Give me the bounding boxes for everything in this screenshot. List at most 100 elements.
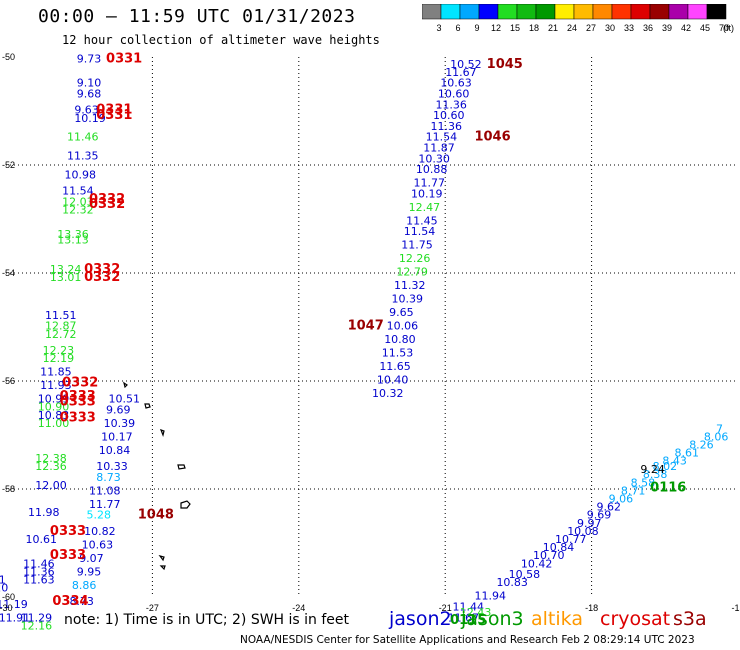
- wave-height-value: 8.73: [69, 595, 94, 608]
- pass-time-label: 0333: [50, 548, 86, 563]
- wave-height-value: 12.23: [43, 344, 75, 357]
- wave-height-value: 12.43: [460, 606, 492, 619]
- island-outline: [123, 381, 191, 571]
- pass-time-label: 0332: [84, 270, 120, 285]
- wave-height-value: 11.36: [23, 565, 55, 578]
- scale-label: 33: [624, 23, 634, 33]
- wave-height-value: 13.13: [57, 233, 89, 246]
- wave-height-value: 11.32: [394, 279, 426, 292]
- wave-height-value: 11.54: [62, 185, 93, 198]
- wave-height-value: 9.24: [640, 463, 665, 476]
- wave-height-value: 8.58: [631, 476, 656, 489]
- wave-height-value: 9.97: [577, 517, 602, 530]
- wave-height-value: 10.90: [38, 401, 70, 414]
- wave-height-labels: 9.739.109.689.6310.1911.4611.3510.9811.5…: [0, 51, 728, 632]
- scale-swatch: [706, 4, 727, 20]
- scale-label: 3: [436, 23, 441, 33]
- pass-time-label: 0333: [60, 389, 96, 404]
- wave-height-value: 10.32: [372, 387, 404, 400]
- pass-time-label: 1048: [138, 508, 174, 523]
- wave-height-value: 10.08: [567, 525, 599, 538]
- pass-time-label: 0331: [106, 51, 142, 66]
- y-tick-label: -52: [2, 160, 15, 170]
- x-tick-label: -18: [585, 603, 598, 613]
- pass-time-label: 0332: [89, 197, 125, 212]
- scale-label: 6: [455, 23, 460, 33]
- wave-height-value: 9.65: [389, 306, 414, 319]
- wave-height-value: 10.82: [84, 525, 116, 538]
- legend-cryosat: cryosat: [600, 608, 671, 630]
- wave-height-value: 10.39: [392, 293, 424, 306]
- wave-height-value: 10.99: [38, 393, 70, 406]
- wave-height-value: 10.63: [440, 77, 472, 90]
- y-tick-label: -58: [2, 484, 15, 494]
- map-axes: -30 -27 -24 -21 -18 -15 -50 -52 -54 -56 -58 -60: [0, 52, 740, 613]
- wave-height-value: 12.03: [62, 196, 93, 209]
- wave-height-value: 11.44: [453, 601, 485, 614]
- x-tick-label: -15: [731, 603, 740, 613]
- wave-height-value: 11.63: [23, 574, 55, 587]
- pass-time-label: 0332: [89, 192, 125, 207]
- x-tick-label: -27: [146, 603, 159, 613]
- wave-height-value: 12.47: [409, 201, 441, 214]
- wave-height-value: 10.83: [38, 409, 70, 422]
- scale-label: 12: [491, 23, 501, 33]
- wave-height-value: 10.70: [533, 549, 565, 562]
- wave-height-value: 11.19: [0, 598, 28, 611]
- scale-label: 30: [605, 23, 615, 33]
- pass-time-label: 0331: [96, 103, 132, 118]
- wave-height-value: 9.62: [596, 501, 621, 514]
- wave-height-value: 8.61: [675, 447, 700, 460]
- wave-height-value: 11.75: [401, 239, 433, 252]
- page-title: 00:00 – 11:59 UTC 01/31/2023: [38, 6, 356, 27]
- wave-height-value: 9.63: [74, 104, 99, 117]
- wave-height-value: 8.43: [662, 455, 687, 468]
- wave-height-value: 7: [716, 422, 723, 435]
- wave-height-value: 11.65: [379, 360, 411, 373]
- wave-height-value: 10.63: [82, 538, 114, 551]
- scale-label: 18: [529, 23, 539, 33]
- wave-height-value: 11.77: [413, 177, 445, 190]
- scale-label: 45: [700, 23, 710, 33]
- wave-height-value: 10.61: [26, 533, 58, 546]
- wave-height-value: 11.53: [382, 347, 414, 360]
- wave-height-value: 10.06: [387, 320, 419, 333]
- scale-label: 70: [719, 23, 729, 33]
- wave-height-value: 9.07: [79, 552, 104, 565]
- wave-height-value: 12.19: [43, 352, 75, 365]
- wave-height-value: 8.06: [704, 430, 729, 443]
- y-tick-label: -60: [2, 592, 15, 602]
- scale-label: 36: [643, 23, 653, 33]
- wave-height-value: 10.84: [99, 444, 131, 457]
- pass-time-label: 1047: [348, 319, 384, 334]
- wave-height-value: 8.73: [96, 471, 121, 484]
- x-tick-label: -24: [292, 603, 305, 613]
- wave-height-value: 12.16: [21, 619, 53, 632]
- wave-height-value: 12.36: [35, 460, 67, 473]
- wave-height-value: 11.77: [89, 498, 121, 511]
- wave-height-value: 10.52: [450, 58, 482, 71]
- wave-height-value: 11.29: [21, 611, 53, 624]
- wave-height-value: 9.69: [106, 403, 131, 416]
- wave-height-value: 10.84: [543, 541, 575, 554]
- page-subtitle: 12 hour collection of altimeter wave hei…: [62, 33, 380, 47]
- pass-time-label: 0333: [50, 524, 86, 539]
- wave-height-value: 10.51: [108, 393, 140, 406]
- pass-time-label: 0333: [60, 411, 96, 426]
- wave-height-value: 8.02: [653, 460, 678, 473]
- wave-height-value: 12.32: [62, 204, 93, 217]
- wave-height-value: 12.00: [35, 479, 67, 492]
- x-tick-label: -21: [439, 603, 452, 613]
- wave-height-value: 10.98: [65, 169, 97, 182]
- footer-credit: NOAA/NESDIS Center for Satellite Applica…: [240, 634, 695, 646]
- wave-height-value: 11.98: [28, 506, 60, 519]
- wave-height-value: 11.20: [0, 582, 8, 595]
- wave-height-value: 8.38: [643, 468, 668, 481]
- wave-height-value: 13.01: [50, 271, 82, 284]
- wave-height-value: 9.73: [77, 52, 102, 65]
- y-tick-label: -56: [2, 376, 15, 386]
- wave-height-value: 11.54: [404, 225, 436, 238]
- wave-height-value: 10.40: [377, 374, 409, 387]
- wave-height-value: 9.95: [77, 565, 102, 578]
